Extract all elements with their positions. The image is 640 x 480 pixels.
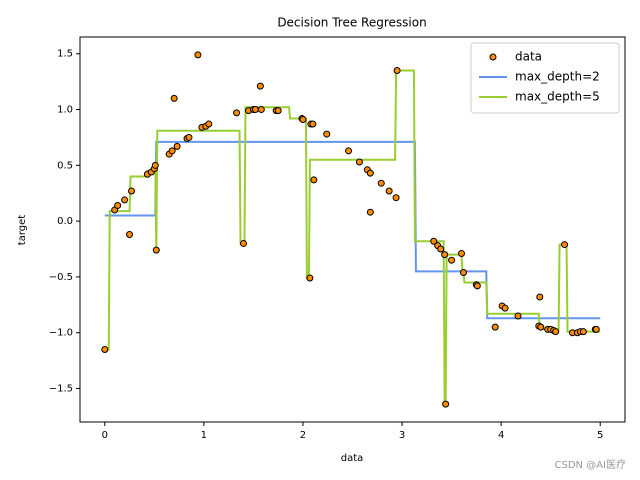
point <box>537 323 545 331</box>
y-axis-label: target <box>17 215 28 245</box>
point <box>385 187 393 195</box>
point <box>393 66 401 74</box>
x-tick-label: 4 <box>498 430 504 441</box>
point <box>310 176 318 184</box>
point <box>579 328 587 336</box>
axes-frame <box>79 36 626 423</box>
x-axis-label: data <box>341 453 364 464</box>
x-tick-label: 5 <box>597 430 603 441</box>
point <box>168 147 176 155</box>
point <box>552 328 560 336</box>
point <box>233 109 241 117</box>
x-tick-label: 3 <box>399 430 405 441</box>
point <box>151 161 159 169</box>
point <box>306 274 314 282</box>
point <box>501 304 509 312</box>
y-tick-label: −1.5 <box>49 384 73 395</box>
point <box>128 187 136 195</box>
point <box>366 169 374 177</box>
point <box>536 293 544 301</box>
point <box>257 106 265 114</box>
point <box>170 94 178 102</box>
x-tick-label: 2 <box>300 430 306 441</box>
point <box>299 116 307 124</box>
point <box>430 237 438 245</box>
point <box>251 106 259 114</box>
point <box>173 142 181 150</box>
point <box>355 158 363 166</box>
line <box>104 140 601 320</box>
point <box>459 268 467 276</box>
chart-title: Decision Tree Regression <box>277 16 426 30</box>
y-tick-label: 0.5 <box>57 160 73 171</box>
point <box>473 282 481 290</box>
point <box>592 325 600 333</box>
watermark: CSDN @AI医疗 <box>555 458 626 471</box>
y-tick-label: 1.5 <box>57 49 73 60</box>
legend-label: max_depth=2 <box>515 70 600 84</box>
point <box>514 312 522 320</box>
point <box>205 120 213 128</box>
point <box>114 202 122 210</box>
point <box>194 51 202 59</box>
point <box>458 249 465 257</box>
point <box>491 323 499 331</box>
y-tick-label: 1.0 <box>57 105 73 116</box>
y-tick-label: −0.5 <box>49 272 73 283</box>
legend-marker <box>489 53 497 61</box>
x-tick-label: 1 <box>201 430 207 441</box>
point <box>274 107 282 115</box>
point <box>323 130 331 138</box>
point <box>309 120 317 128</box>
point <box>101 345 109 353</box>
point <box>152 246 160 254</box>
legend-box <box>470 42 620 114</box>
point <box>377 179 385 187</box>
y-tick-label: 0.0 <box>57 216 73 227</box>
legend-label: data <box>515 50 542 64</box>
legend-label: max_depth=5 <box>515 90 600 104</box>
point <box>441 251 449 259</box>
point <box>256 82 264 90</box>
point <box>392 194 400 202</box>
point <box>126 231 134 239</box>
point <box>561 241 569 249</box>
point <box>366 208 374 216</box>
line <box>104 69 601 406</box>
point <box>240 239 247 247</box>
x-tick-label: 0 <box>102 430 108 441</box>
y-tick-label: −1.0 <box>49 328 73 339</box>
point <box>437 245 445 253</box>
point <box>345 147 353 155</box>
point <box>185 133 193 141</box>
point <box>121 196 129 204</box>
point <box>442 400 450 408</box>
point <box>448 256 456 264</box>
